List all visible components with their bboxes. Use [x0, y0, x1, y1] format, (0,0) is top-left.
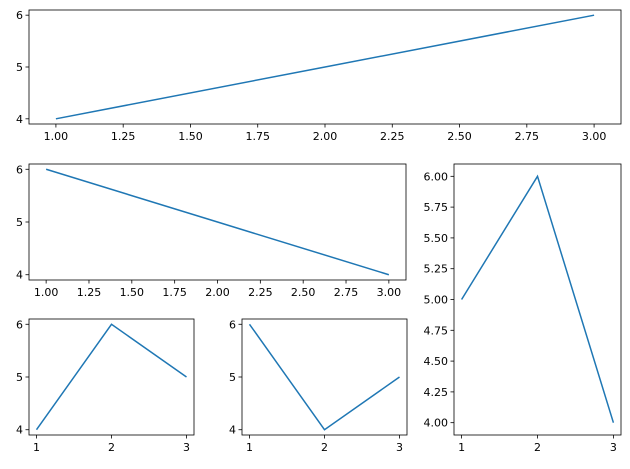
line	[35, 323, 187, 431]
y-tick-label: 6.00	[424, 170, 449, 183]
y-tick-label: 6	[16, 318, 23, 331]
x-tick-label: 3.00	[582, 130, 607, 143]
y-tick-label: 4.75	[424, 324, 449, 337]
line	[55, 14, 595, 120]
x-tick-label: 1.75	[162, 286, 187, 299]
x-tick-label: 1.25	[77, 286, 102, 299]
x-tick-label: 2.00	[313, 130, 338, 143]
line	[45, 168, 390, 276]
y-tick-label: 4	[229, 424, 236, 437]
x-tick-label: 1	[246, 441, 253, 454]
y-tick-label: 4	[16, 424, 23, 437]
y-tick-label: 4	[16, 269, 23, 282]
x-tick-label: 2	[534, 441, 541, 454]
y-tick-label: 5	[16, 61, 23, 74]
x-tick-label: 1.50	[178, 130, 203, 143]
axes-frame	[241, 318, 408, 436]
x-tick-label: 2.50	[447, 130, 472, 143]
y-tick-label: 6	[229, 318, 236, 331]
x-tick-label: 2.00	[205, 286, 230, 299]
y-tick-label: 5.75	[424, 201, 449, 214]
axes-frame	[28, 163, 407, 281]
x-tick-label: 2	[108, 441, 115, 454]
x-tick-label: 1.00	[44, 130, 69, 143]
x-tick-label: 1.00	[34, 286, 59, 299]
x-tick-label: 2.75	[515, 130, 540, 143]
x-tick-label: 3	[396, 441, 403, 454]
y-tick-label: 6	[16, 9, 23, 22]
y-tick-label: 5	[16, 371, 23, 384]
x-tick-label: 3	[183, 441, 190, 454]
y-tick-label: 4.25	[424, 386, 449, 399]
x-tick-label: 1	[33, 441, 40, 454]
axes-frame	[28, 318, 195, 436]
x-tick-label: 2.50	[291, 286, 316, 299]
x-tick-label: 2.25	[380, 130, 405, 143]
line	[248, 323, 400, 431]
x-tick-label: 1.50	[120, 286, 145, 299]
y-tick-label: 5	[229, 371, 236, 384]
y-tick-label: 4.00	[424, 417, 449, 430]
y-tick-label: 4	[16, 113, 23, 126]
x-tick-label: 2.25	[248, 286, 273, 299]
x-tick-label: 1.25	[111, 130, 136, 143]
y-tick-label: 6	[16, 163, 23, 176]
x-tick-label: 1	[458, 441, 465, 454]
line	[460, 174, 615, 423]
x-tick-label: 3.00	[377, 286, 402, 299]
y-tick-label: 5.50	[424, 232, 449, 245]
y-tick-label: 4.50	[424, 355, 449, 368]
y-tick-label: 5.00	[424, 294, 449, 307]
x-tick-label: 1.75	[245, 130, 270, 143]
x-tick-label: 2.75	[334, 286, 359, 299]
x-tick-label: 2	[321, 441, 328, 454]
y-tick-label: 5.25	[424, 263, 449, 276]
axes-frame	[453, 163, 622, 436]
y-tick-label: 5	[16, 216, 23, 229]
x-tick-label: 3	[610, 441, 617, 454]
axes-frame	[28, 9, 622, 125]
